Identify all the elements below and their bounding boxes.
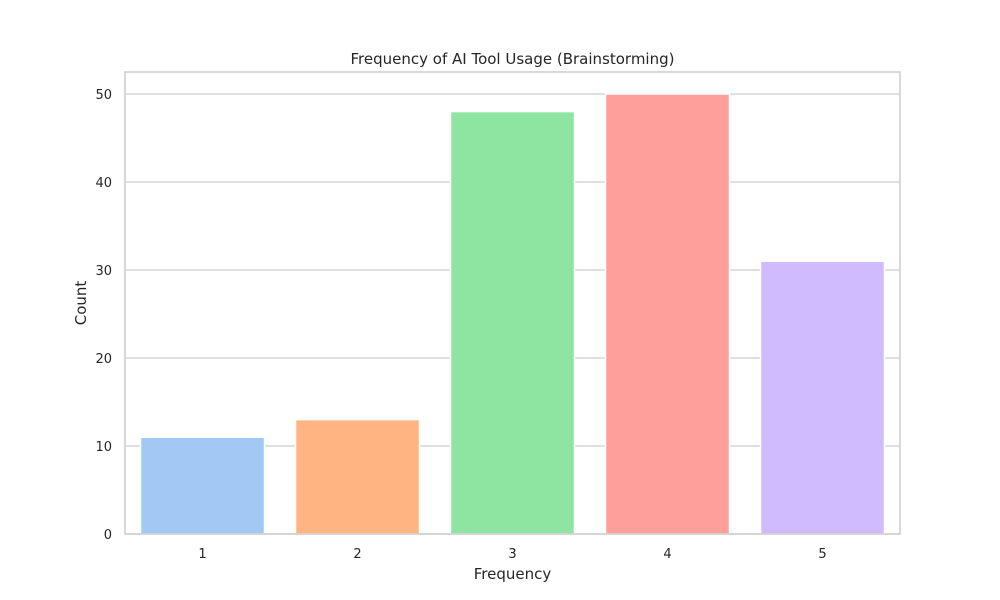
y-tick-label-10: 10 (95, 440, 112, 455)
x-tick-labels: 1 2 3 4 5 (198, 547, 826, 562)
x-tick-label-2: 2 (353, 547, 361, 562)
bars (139, 93, 886, 535)
y-tick-label-40: 40 (95, 176, 112, 191)
x-tick-label-4: 4 (663, 547, 671, 562)
y-tick-labels: 0 10 20 30 40 50 (95, 88, 112, 543)
y-tick-label-0: 0 (104, 528, 112, 543)
x-tick-label-5: 5 (818, 547, 826, 562)
chart-title: Frequency of AI Tool Usage (Brainstormin… (351, 50, 675, 68)
x-tick-label-3: 3 (508, 547, 516, 562)
plot-frame (124, 71, 901, 535)
y-tick-label-30: 30 (95, 264, 112, 279)
bar-5 (759, 260, 886, 535)
bar-2 (294, 418, 421, 535)
bar-1 (139, 436, 266, 535)
bar-4 (604, 93, 731, 535)
x-tick-label-1: 1 (198, 547, 206, 562)
y-axis-label: Count (72, 281, 90, 326)
y-tick-label-50: 50 (95, 88, 112, 103)
y-tick-label-20: 20 (95, 352, 112, 367)
bar-3 (449, 110, 576, 535)
x-axis-label: Frequency (474, 565, 552, 583)
